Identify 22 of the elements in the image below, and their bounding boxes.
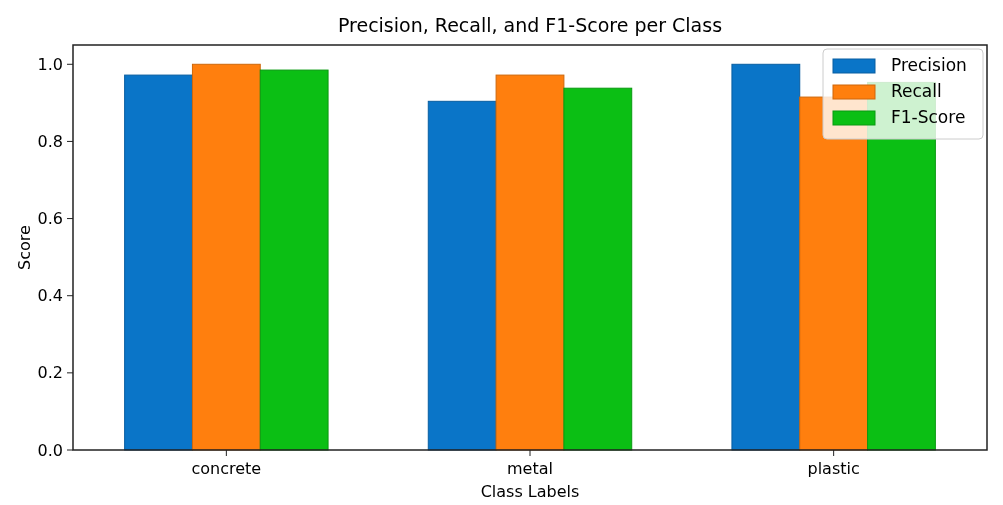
bar [495, 74, 565, 451]
bar [731, 63, 801, 451]
y-tick-label: 0.4 [37, 286, 63, 306]
y-tick-label: 0.0 [37, 440, 63, 460]
x-tick-label: plastic [807, 459, 860, 478]
bar [124, 74, 193, 451]
y-tick-label: 0.8 [37, 132, 63, 152]
y-tick-label: 1.0 [37, 54, 63, 74]
y-axis-title: Score [15, 225, 34, 270]
chart-title: Precision, Recall, and F1-Score per Class [337, 14, 723, 36]
x-axis-title: Class Labels [480, 482, 580, 501]
bar [191, 63, 261, 451]
y-tick-label: 0.6 [37, 209, 63, 229]
bar [563, 87, 633, 451]
x-tick-label: concrete [191, 459, 262, 478]
x-tick-label: metal [507, 459, 553, 478]
legend-label: F1-Score [891, 107, 966, 127]
legend-label: Precision [891, 55, 967, 75]
y-tick-label: 0.2 [37, 363, 63, 383]
bar [427, 100, 497, 451]
legend-label: Recall [891, 81, 942, 101]
bar [259, 69, 329, 451]
